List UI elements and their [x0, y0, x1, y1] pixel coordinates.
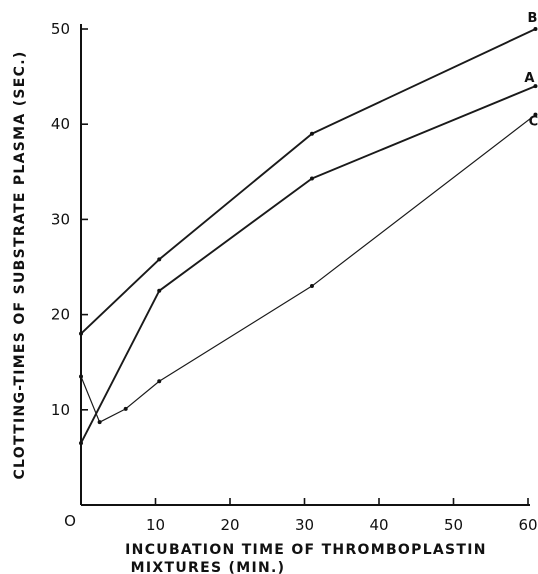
data-point	[157, 257, 162, 262]
data-point	[309, 284, 314, 289]
y-tick-label: 20	[51, 306, 70, 324]
data-point	[533, 112, 538, 117]
data-point	[309, 131, 314, 136]
data-point	[309, 176, 314, 181]
series-line-c	[80, 114, 537, 423]
series-label: A	[524, 71, 534, 86]
data-point	[79, 441, 83, 446]
series-line-b	[80, 28, 537, 335]
data-point	[79, 374, 83, 379]
series-c: C	[79, 112, 538, 425]
series-label: C	[529, 115, 538, 130]
series-group: B A C	[79, 11, 538, 446]
x-tick-label: 10	[146, 516, 165, 534]
x-axis-title-line1: INCUBATION TIME OF THROMBOPLASTIN	[125, 542, 487, 558]
y-tick-label: 30	[51, 210, 70, 228]
x-tick-label: 50	[444, 516, 463, 534]
data-point	[97, 420, 102, 425]
x-tick-label: 30	[295, 516, 314, 534]
x-tick-label: 20	[220, 516, 239, 534]
y-tick-label: 10	[51, 401, 70, 419]
origin-label: O	[64, 512, 76, 530]
x-axis-title-line2: MIXTURES (MIN.)	[131, 560, 286, 574]
data-point	[123, 406, 128, 411]
y-tick-label: 50	[51, 20, 70, 38]
y-tick-label: 40	[51, 115, 70, 133]
ticks	[81, 28, 529, 505]
series-a: A	[79, 71, 538, 446]
axes	[80, 24, 530, 506]
data-point	[157, 288, 162, 293]
x-tick-label: 60	[518, 516, 537, 534]
series-b: B	[79, 11, 538, 336]
data-point	[157, 379, 162, 384]
series-label: B	[527, 11, 537, 26]
y-axis-title: CLOTTING-TIMES OF SUBSTRATE PLASMA (SEC.…	[12, 50, 28, 479]
data-point	[533, 27, 538, 31]
data-point	[79, 331, 83, 336]
tick-labels: 10 20 30 40 50 60 10 20 30 40 50	[51, 20, 538, 534]
data-point	[533, 84, 538, 89]
x-tick-label: 40	[369, 516, 388, 534]
series-line-a	[80, 85, 537, 445]
